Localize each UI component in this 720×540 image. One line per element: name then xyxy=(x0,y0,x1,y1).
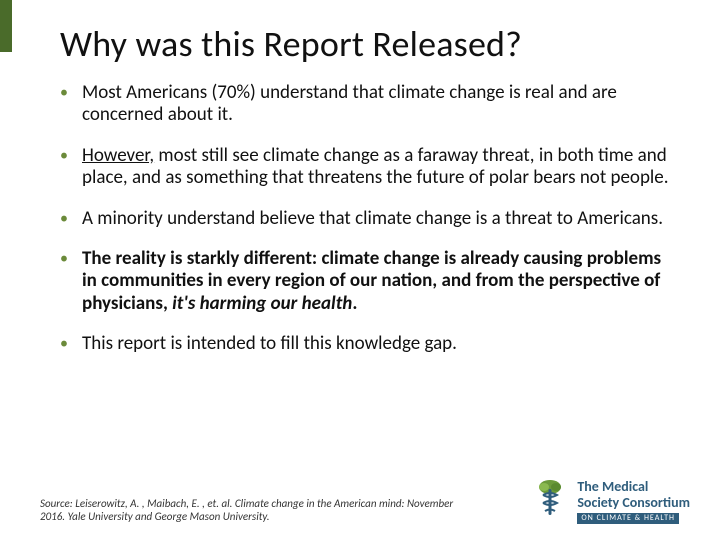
logo-text: The Medical Society Consortium ON CLIMAT… xyxy=(577,479,690,525)
text-run: The reality is starkly different: climat… xyxy=(82,247,661,315)
text-run: . xyxy=(352,292,357,315)
text-run: Most Americans (70%) understand that cli… xyxy=(82,81,617,126)
bullet-item: This report is intended to fill this kno… xyxy=(60,333,680,355)
bullet-item: A minority understand believe that clima… xyxy=(60,208,680,230)
logo-line2: Society Consortium xyxy=(577,494,690,511)
accent-bar xyxy=(0,0,12,52)
text-run: However, xyxy=(82,144,154,167)
text-run: This report is intended to fill this kno… xyxy=(82,332,457,355)
text-run: it's harming our health xyxy=(172,292,352,315)
consortium-logo: The Medical Society Consortium ON CLIMAT… xyxy=(531,477,690,526)
bullet-item: However, most still see climate change a… xyxy=(60,145,680,190)
bullet-item: Most Americans (70%) understand that cli… xyxy=(60,82,680,127)
slide-title: Why was this Report Released? xyxy=(60,22,680,66)
bullet-item: The reality is starkly different: climat… xyxy=(60,248,680,315)
slide: Why was this Report Released? Most Ameri… xyxy=(0,0,720,540)
bullet-list: Most Americans (70%) understand that cli… xyxy=(60,82,680,356)
citation-text: Source: Leiserowitz, A. , Maibach, E. , … xyxy=(40,497,460,525)
text-run: most still see climate change as a faraw… xyxy=(82,144,669,189)
caduceus-leaf-icon xyxy=(531,477,569,526)
logo-line1: The Medical xyxy=(577,478,648,495)
logo-subline: ON CLIMATE & HEALTH xyxy=(577,513,679,524)
text-run: A minority understand believe that clima… xyxy=(82,207,663,230)
